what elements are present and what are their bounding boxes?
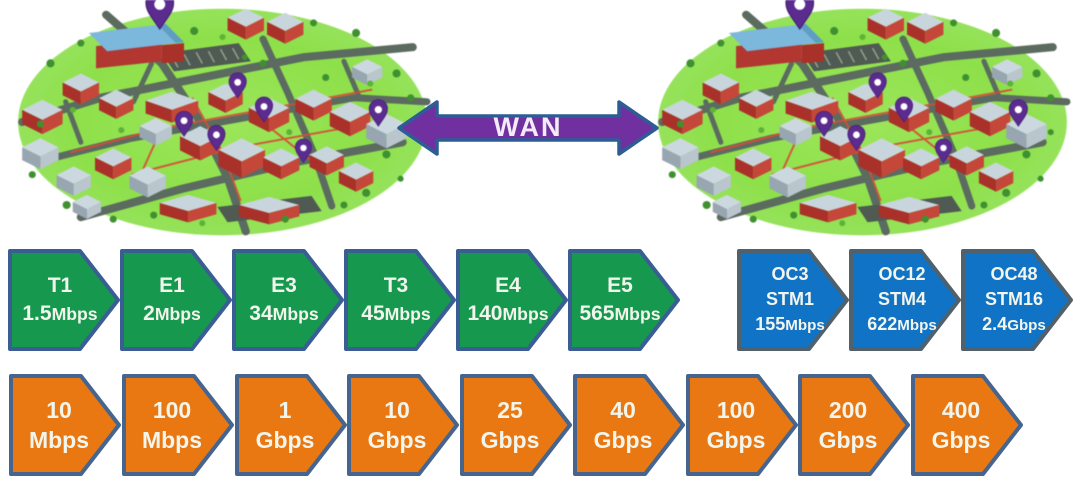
optical-rates-row: OC3 STM1 155Mbps OC12 STM4 622Mbps OC48 …	[0, 249, 1080, 351]
rate-speed: 622Mbps	[867, 314, 937, 334]
rate-unit: Gbps	[706, 427, 766, 453]
rate-chevron-oc12: OC12 STM4 622Mbps	[849, 249, 962, 351]
rate-value: 40	[610, 397, 636, 423]
rate-unit: Gbps	[818, 427, 878, 453]
rate-chevron-e5: E5 565Mbps	[568, 249, 681, 351]
rate-name: T3	[383, 274, 409, 297]
rate-unit: Gbps	[931, 427, 991, 453]
rate-unit: Mbps	[141, 427, 203, 453]
rate-speed: 2Mbps	[143, 302, 201, 325]
rate-chevron-10g: 10 Gbps	[347, 374, 460, 476]
ethernet-rates-row: 10 Mbps 100 Mbps 1 Gbps 10 Gbps	[0, 374, 1080, 476]
rate-chevron-100m: 100 Mbps	[122, 374, 235, 476]
rate-unit: Gbps	[255, 427, 315, 453]
rate-chevron-1g: 1 Gbps	[235, 374, 348, 476]
wan-label: WAN	[493, 111, 563, 142]
rate-chevron-oc48: OC48 STM16 2.4Gbps	[961, 249, 1074, 351]
rate-chevron-25g: 25 Gbps	[460, 374, 573, 476]
rate-chevron-10m: 10 Mbps	[9, 374, 122, 476]
rate-name: E4	[495, 274, 521, 297]
rate-name: E5	[607, 274, 633, 297]
rate-unit: Gbps	[367, 427, 427, 453]
rate-name: OC3	[771, 264, 809, 284]
rate-value: 200	[828, 397, 868, 423]
rate-name-alt: STM1	[765, 289, 814, 309]
rate-chevron-e1: E1 2Mbps	[120, 249, 233, 351]
rate-unit: Gbps	[593, 427, 653, 453]
campus-map-right	[650, 0, 1075, 240]
rate-chevron-200g: 200 Gbps	[798, 374, 911, 476]
rate-unit: Mbps	[28, 427, 90, 453]
rate-value: 100	[152, 397, 192, 423]
rate-value: 1	[278, 397, 292, 423]
rate-name: T1	[47, 274, 73, 297]
legacy-rates-row: T1 1.5Mbps E1 2Mbps E3 34Mbps T3 45Mbps	[0, 249, 1080, 351]
rate-value: 100	[716, 397, 756, 423]
rate-name-alt: STM4	[877, 289, 926, 309]
rate-name: OC48	[990, 264, 1038, 284]
rate-name: OC12	[878, 264, 926, 284]
rate-speed: 140Mbps	[467, 302, 549, 325]
rate-speed: 565Mbps	[579, 302, 661, 325]
rate-value: 10	[46, 397, 72, 423]
rate-chevron-e3: E3 34Mbps	[232, 249, 345, 351]
rate-chevron-oc3: OC3 STM1 155Mbps	[737, 249, 850, 351]
rate-chevron-t1: T1 1.5Mbps	[8, 249, 121, 351]
wan-link-arrow: WAN	[396, 97, 660, 159]
rate-chevron-e4: E4 140Mbps	[456, 249, 569, 351]
double-arrow-shape	[397, 100, 659, 156]
rate-chevron-40g: 40 Gbps	[573, 374, 686, 476]
rate-name: E1	[159, 274, 185, 297]
rate-speed: 155Mbps	[755, 314, 825, 334]
rate-speed: 2.4Gbps	[982, 314, 1046, 334]
rate-value: 10	[384, 397, 410, 423]
campus-map-left	[10, 0, 435, 240]
rate-speed: 45Mbps	[361, 302, 431, 325]
rate-speed: 1.5Mbps	[22, 302, 98, 325]
rate-value: 25	[497, 397, 523, 423]
rate-chevron-100g: 100 Gbps	[686, 374, 799, 476]
rate-unit: Gbps	[480, 427, 540, 453]
rate-chevron-t3: T3 45Mbps	[344, 249, 457, 351]
rate-speed: 34Mbps	[249, 302, 319, 325]
rate-name-alt: STM16	[984, 289, 1044, 309]
rate-name: E3	[271, 274, 297, 297]
rate-value: 400	[941, 397, 981, 423]
rate-chevron-400g: 400 Gbps	[911, 374, 1024, 476]
